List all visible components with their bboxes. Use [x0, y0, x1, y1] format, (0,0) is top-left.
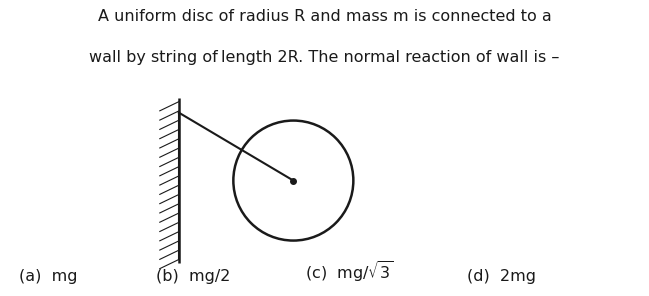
- Text: (d)  2mg: (d) 2mg: [467, 269, 536, 284]
- Text: (a)  mg: (a) mg: [19, 269, 78, 284]
- Text: A uniform disc of radius R and mass m is connected to a: A uniform disc of radius R and mass m is…: [97, 9, 552, 24]
- Text: (b)  mg/2: (b) mg/2: [156, 269, 230, 284]
- Text: (c)  mg/$\sqrt{3}$: (c) mg/$\sqrt{3}$: [305, 259, 393, 284]
- Text: wall by string of length 2R. The normal reaction of wall is –: wall by string of length 2R. The normal …: [90, 50, 559, 65]
